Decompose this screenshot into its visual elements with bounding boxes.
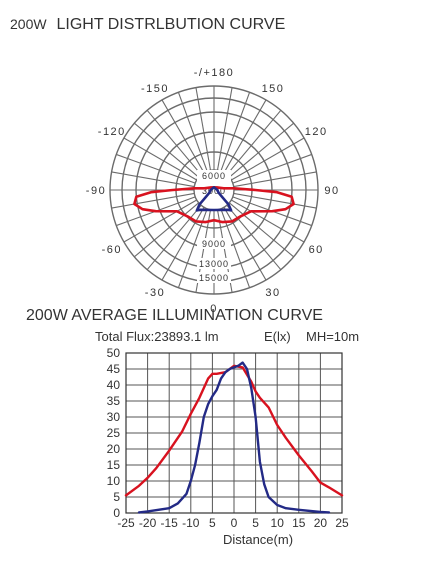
illum-xtick-label: -20: [139, 516, 157, 530]
polar-spoke: [195, 87, 212, 171]
illum-ytick-label: 50: [107, 346, 121, 360]
polar-labels: -/+180 150 -150 120 -120 90 -90 60 -60 30 -30 0 6000…: [86, 67, 339, 315]
illum-ytick-label: 35: [107, 394, 121, 408]
polar-spoke: [111, 171, 195, 188]
illum-ytick-label: 15: [107, 458, 121, 472]
illum-xtick-label: -15: [161, 516, 179, 530]
polar-spoke: [232, 153, 312, 184]
illum-xtick-label: 5: [252, 516, 259, 530]
polar-spoke: [146, 204, 202, 271]
polar-curves: [133, 186, 295, 224]
illum-ytick-label: 0: [113, 506, 120, 520]
polar-spoke: [111, 192, 195, 209]
polar-angle-label: -30: [145, 287, 165, 299]
polar-value-label-bg: [197, 185, 231, 196]
polar-title-power: 200W: [10, 16, 47, 32]
polar-value-label-bg: [197, 238, 231, 249]
polar-spoke: [228, 122, 295, 178]
illum-ytick-label: 20: [107, 442, 121, 456]
polar-spoke: [231, 137, 305, 181]
polar-spoke: [133, 202, 200, 258]
polar-spoke: [123, 199, 197, 243]
polar-spoke: [161, 207, 205, 281]
polar-value-label-bg: [197, 272, 231, 283]
illum-series-line: [124, 364, 344, 497]
illum-ytick-label: 40: [107, 378, 121, 392]
polar-angle-label: -120: [98, 126, 126, 138]
polar-angle-label: 30: [265, 287, 280, 299]
illum-title: 200W AVERAGE ILLUMINATION CURVE: [26, 307, 323, 324]
polar-angle-label: -150: [141, 83, 169, 95]
polar-spoke: [220, 92, 251, 172]
illum-ytick-label: 10: [107, 474, 121, 488]
illum-mh: MH=10m: [306, 329, 359, 344]
polar-spoke: [223, 207, 267, 281]
illum-ytick-label: 30: [107, 410, 121, 424]
illum-xtick-label: -10: [182, 516, 200, 530]
polar-spoke: [223, 99, 267, 173]
illum-xtick-label: 25: [335, 516, 349, 530]
polar-angle-label: 60: [309, 244, 324, 256]
polar-spoke: [226, 109, 282, 176]
illum-flux: Total Flux:23893.1 lm: [95, 329, 219, 344]
polar-title: 200W LIGHT DISTRLBUTION CURVE: [10, 16, 285, 33]
illum-xtick-label: 10: [271, 516, 285, 530]
polar-spoke: [231, 199, 305, 243]
illum-unit: E(lx): [264, 329, 291, 344]
polar-angle-label: 0: [210, 303, 218, 315]
polar-spoke: [228, 202, 295, 258]
polar-spoke: [146, 109, 202, 176]
polar-angle-label: 150: [262, 83, 285, 95]
polar-angle-label: -60: [102, 244, 122, 256]
illum-xtick-label: 5: [209, 516, 216, 530]
illum-ytick-label: 25: [107, 426, 121, 440]
illum-ytick-label: 45: [107, 362, 121, 376]
illum-xtick-label: 15: [292, 516, 306, 530]
polar-value-label: 13000: [199, 259, 229, 269]
illum-curves: [124, 361, 344, 514]
polar-spoke: [161, 99, 205, 173]
polar-spoke: [226, 204, 282, 271]
polar-value-label: 15000: [199, 273, 229, 283]
polar-title-text: LIGHT DISTRLBUTION CURVE: [56, 16, 285, 33]
illum-plot-frame: [125, 352, 343, 514]
polar-spoke: [216, 87, 233, 171]
illum-grid: [125, 352, 343, 514]
polar-spoke: [133, 122, 200, 178]
polar-value-label: 6000: [202, 171, 226, 181]
illum-xtick-label: -25: [117, 516, 135, 530]
illum-xtick-label: 20: [314, 516, 328, 530]
illum-xlabel: Distance(m): [223, 532, 293, 547]
polar-spoke: [123, 137, 197, 181]
polar-spoke: [177, 92, 208, 172]
polar-value-label-bg: [197, 170, 231, 181]
illum-series-line: [137, 361, 331, 514]
illum-ytick-label: 5: [113, 490, 120, 504]
polar-angle-label: -90: [86, 185, 106, 197]
polar-spoke: [233, 171, 317, 188]
polar-series-line: [195, 186, 233, 212]
polar-angle-label: -/+180: [194, 67, 235, 79]
polar-value-label: 9000: [202, 239, 226, 249]
polar-spoke: [116, 153, 196, 184]
polar-value-label: 3000: [202, 186, 226, 196]
polar-value-label-bg: [197, 258, 231, 269]
polar-angle-label: 120: [305, 126, 328, 138]
polar-angle-label: 90: [324, 185, 339, 197]
illum-xtick-label: 0: [231, 516, 238, 530]
polar-spoke: [233, 192, 317, 209]
